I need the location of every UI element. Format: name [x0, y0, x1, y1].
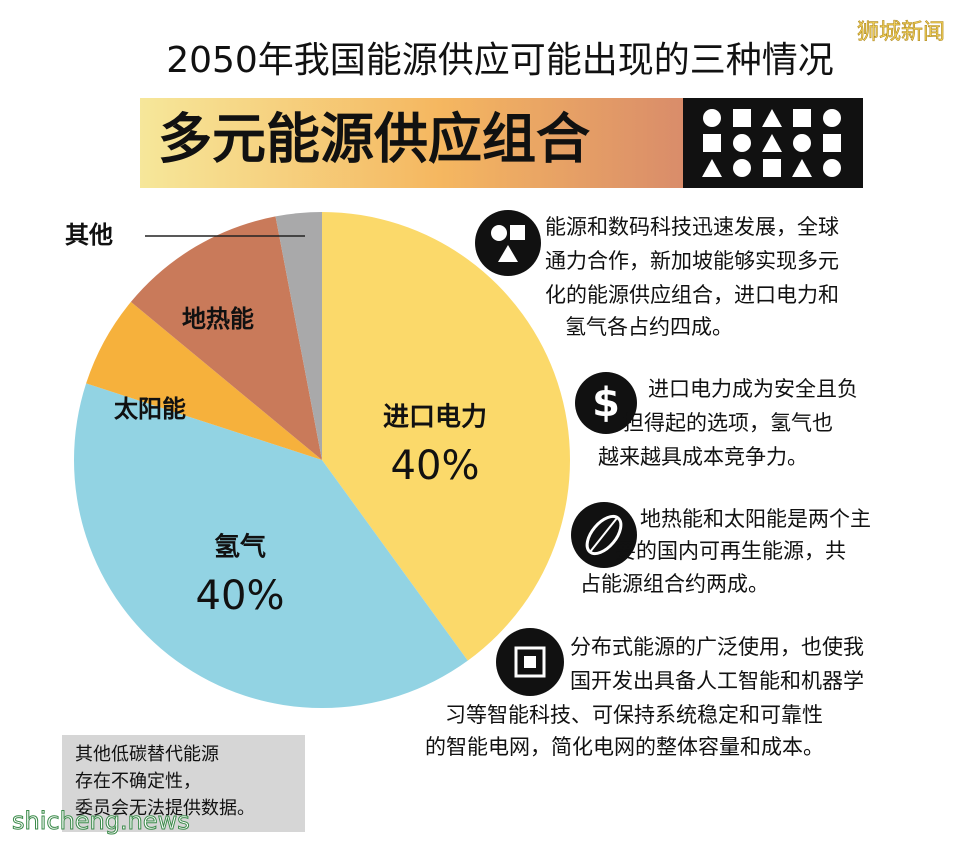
subtitle: 多元能源供应组合: [158, 108, 590, 171]
point-text: 地热能和太阳能是两个主: [640, 507, 871, 531]
title: 2050年我国能源供应可能出现的三种情况: [166, 40, 834, 81]
note-box: [62, 735, 305, 832]
pie-slice: [130, 216, 322, 460]
point-text: 能源和数码科技迅速发展，全球: [545, 215, 839, 239]
icons: $: [475, 210, 637, 696]
note-text: 存在不确定性，: [75, 771, 201, 792]
point-text: 氢气各占约四成。: [565, 315, 733, 339]
svg-text:$: $: [592, 380, 620, 426]
pie-slice: [73, 383, 468, 709]
point-text: 占能源组合约两成。: [580, 572, 769, 596]
pie-slice: [86, 301, 322, 460]
watermark: 狮城新闻: [857, 20, 945, 45]
note-text: 其他低碳替代能源: [75, 744, 219, 765]
pie-slice: [275, 212, 322, 460]
slice-label: 其他: [65, 221, 113, 249]
slice-label: 太阳能: [114, 395, 186, 423]
point-text: 越来越具成本竞争力。: [598, 445, 808, 469]
point-text: 化的能源供应组合，进口电力和: [545, 283, 839, 307]
point-text: 进口电力成为安全且负: [648, 377, 858, 401]
point-text: 国开发出具备人工智能和机器学: [570, 669, 864, 693]
value-label: 40%: [196, 573, 285, 619]
banner: [140, 98, 685, 188]
watermark: shicheng.news: [12, 807, 190, 835]
pie-slice: [322, 212, 571, 661]
pie: [73, 212, 571, 709]
note-text: 委员会无法提供数据。: [75, 798, 255, 819]
slice-label: 进口电力: [383, 403, 487, 433]
banner-shapes: [702, 109, 841, 177]
slice-label: 氢气: [214, 532, 266, 563]
point-text: 的智能电网，简化电网的整体容量和成本。: [425, 735, 824, 759]
slice-label: 地热能: [182, 305, 254, 333]
point-text: 习等智能科技、可保持系统稳定和可靠性: [445, 703, 823, 727]
value-label: 40%: [391, 443, 480, 489]
point-text: 通力合作，新加坡能够实现多元: [545, 249, 839, 273]
point-text: 担得起的选项，氢气也: [623, 411, 833, 435]
point-text: 要的国内可再生能源，共: [615, 539, 846, 563]
point-text: 分布式能源的广泛使用，也使我: [570, 635, 864, 659]
